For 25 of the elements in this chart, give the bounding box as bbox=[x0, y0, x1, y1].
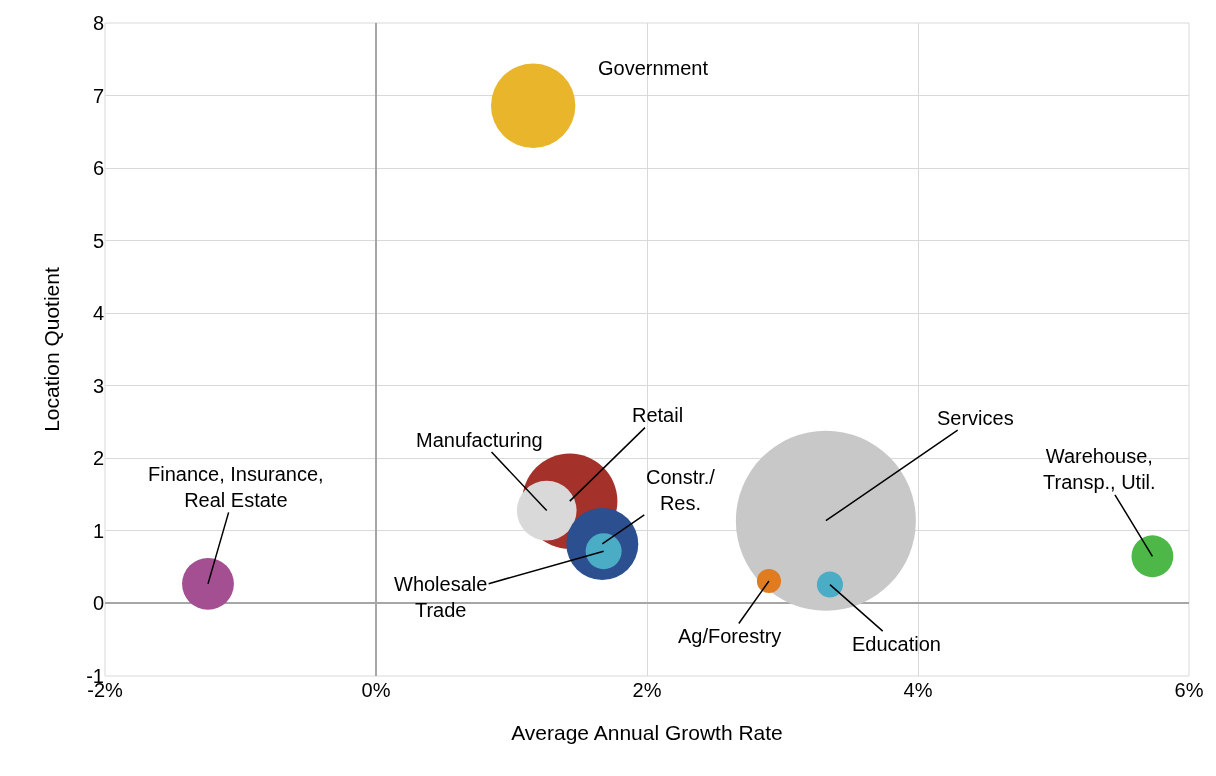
y-tick-label: 8 bbox=[92, 12, 104, 34]
y-tick-label: 6 bbox=[92, 157, 104, 180]
series-label: Government bbox=[598, 57, 709, 79]
x-tick-label: 6% bbox=[1174, 679, 1204, 701]
x-axis-title: Average Annual Growth Rate bbox=[511, 721, 783, 745]
series-label: Manufacturing bbox=[416, 429, 543, 451]
text: Finance, Insurance, Real Estate bbox=[148, 463, 324, 511]
text: Warehouse, Transp., Util. bbox=[1043, 445, 1156, 493]
x-tick-label: 4% bbox=[903, 679, 933, 701]
y-tick-label: 7 bbox=[92, 84, 104, 107]
y-tick-label: 3 bbox=[92, 374, 104, 397]
x-tick-label: 2% bbox=[632, 679, 662, 701]
text: Services bbox=[937, 407, 1014, 429]
y-tick-label: 0 bbox=[92, 592, 104, 615]
text: Retail bbox=[632, 404, 684, 426]
y-tick-label: 4 bbox=[92, 302, 104, 325]
y-axis-title: Location Quotient bbox=[40, 267, 64, 432]
text: Wholesale Trade bbox=[394, 573, 488, 621]
x-tick-label: 0% bbox=[361, 679, 391, 701]
y-tick-label: 1 bbox=[92, 519, 104, 542]
y-tick-label: 2 bbox=[92, 447, 104, 470]
text: Education bbox=[852, 633, 941, 655]
y-tick-label: 5 bbox=[92, 229, 104, 252]
series-label: Ag/Forestry bbox=[678, 625, 782, 647]
series-label: Constr./ Res. bbox=[646, 466, 716, 514]
